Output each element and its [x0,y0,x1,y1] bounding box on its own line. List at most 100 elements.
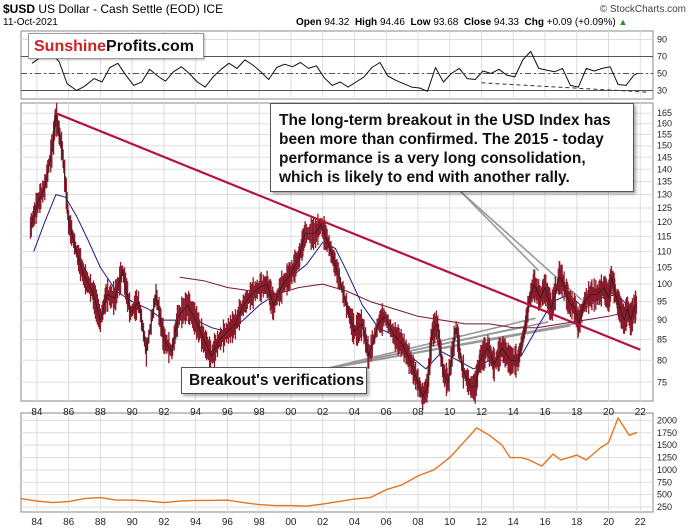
close-value: 94.33 [493,17,519,28]
main-x-tick-label: 88 [95,407,107,418]
open-value: 94.32 [324,17,350,28]
price-tick-label: 85 [657,335,667,345]
lower-tick-label: 1000 [657,465,677,475]
lower-x-tick-label: 12 [476,517,488,528]
lower-x-tick-label: 16 [539,517,551,528]
main-x-tick-label: 86 [63,407,75,418]
low-panel-frame [20,412,654,513]
lower-x-tick-label: 02 [317,517,329,528]
lower-tick-label: 750 [657,477,672,487]
price-tick-label: 145 [657,152,672,162]
lower-x-tick-label: 04 [349,517,361,528]
main-x-tick-label: 12 [476,407,488,418]
lower-x-tick-label: 00 [285,517,297,528]
main-x-tick-label: 20 [603,407,615,418]
price-tick-label: 135 [657,177,672,187]
main-x-tick-label: 04 [349,407,361,418]
lower-x-tick-label: 86 [63,517,75,528]
high-value: 94.46 [379,17,405,28]
low-value: 93.68 [433,17,459,28]
callout-pointer [459,190,540,272]
main-x-tick-label: 14 [508,407,520,418]
instrument-name: US Dollar - Cash Settle (EOD) [38,2,200,16]
indicator-tick-label: 70 [657,52,667,62]
price-line [30,114,638,397]
callout-line: performance is a very long consolidation… [279,150,586,167]
main-x-tick-label: 92 [158,407,170,418]
lower-tick-label: 250 [657,502,672,512]
lower-tick-label: 500 [657,490,672,500]
lower-x-tick-label: 22 [635,517,647,528]
ohlc-readout: Open 94.32 High 94.46 Low 93.68 Close 94… [296,17,627,28]
lower-tick-label: 1750 [657,428,677,438]
price-tick-label: 100 [657,279,672,289]
lower-tick-label: 1500 [657,440,677,450]
price-tick-label: 140 [657,164,672,174]
price-tick-label: 165 [657,108,672,118]
lower-x-tick-label: 10 [444,517,456,528]
lower-x-tick-label: 96 [222,517,234,528]
indicator-tick-label: 50 [657,69,667,79]
lower-x-tick-label: 84 [31,517,43,528]
lower-x-tick-label: 88 [95,517,107,528]
chart-date: 11-Oct-2021 [3,17,58,28]
lower-tick-label: 2000 [657,415,677,425]
low-label: Low [410,17,431,28]
price-tick-label: 155 [657,130,672,140]
symbol-title: $USD US Dollar - Cash Settle (EOD) ICE [3,2,223,16]
main-x-tick-label: 96 [222,407,234,418]
indicator-tick-label: 90 [657,35,667,45]
main-x-tick-label: 02 [317,407,329,418]
brand-logo: SunshineProfits.com [28,33,204,59]
price-tick-label: 150 [657,141,672,151]
high-label: High [354,17,378,28]
breakout-callout: The long-term breakout in the USD Index … [270,103,634,192]
main-x-tick-label: 08 [412,407,424,418]
lower-x-tick-label: 06 [381,517,393,528]
main-x-tick-label: 98 [254,407,266,418]
logo-part-2: Profits.com [106,38,195,55]
symbol: $USD [3,2,36,16]
lower-x-tick-label: 14 [508,517,520,528]
chg-value: +0.09 (+0.09%) [546,17,616,28]
lower-x-tick-label: 90 [127,517,139,528]
lower-panel-line [20,417,638,507]
exchange: ICE [203,2,224,16]
main-x-tick-label: 94 [190,407,202,418]
lower-x-tick-label: 94 [190,517,202,528]
price-tick-label: 90 [657,315,667,325]
price-tick-label: 125 [657,203,672,213]
main-x-tick-label: 00 [285,407,297,418]
lower-x-tick-label: 20 [603,517,615,528]
main-x-tick-label: 06 [381,407,393,418]
main-x-tick-label: 22 [635,407,647,418]
callout-line: The long-term breakout in the USD Index … [279,112,611,129]
lower-x-tick-label: 98 [254,517,266,528]
indicator-tick-label: 30 [657,86,667,96]
price-tick-label: 160 [657,119,672,129]
long-term-trendline [55,112,641,351]
chg-up-icon: ▲ [618,17,628,27]
verifications-callout: Breakout's verifications [181,367,367,394]
lower-tick-label: 1250 [657,453,677,463]
callout-line: which is likely to end with another rall… [279,169,570,186]
chg-label: Chg [524,17,544,28]
callout-line: been more than confirmed. The 2015 - tod… [279,131,604,148]
main-x-tick-label: 84 [31,407,43,418]
indicator-line [31,50,638,92]
main-x-tick-label: 16 [539,407,551,418]
lower-x-tick-label: 18 [571,517,583,528]
verification-pointer [319,317,536,371]
price-tick-label: 120 [657,217,672,227]
price-tick-label: 95 [657,297,667,307]
price-tick-label: 80 [657,355,667,365]
close-label: Close [463,17,492,28]
main-x-tick-label: 10 [444,407,456,418]
price-tick-label: 105 [657,262,672,272]
price-tick-label: 110 [657,247,671,257]
price-tick-label: 115 [657,231,671,241]
lower-x-tick-label: 92 [158,517,170,528]
price-tick-label: 75 [657,377,667,387]
